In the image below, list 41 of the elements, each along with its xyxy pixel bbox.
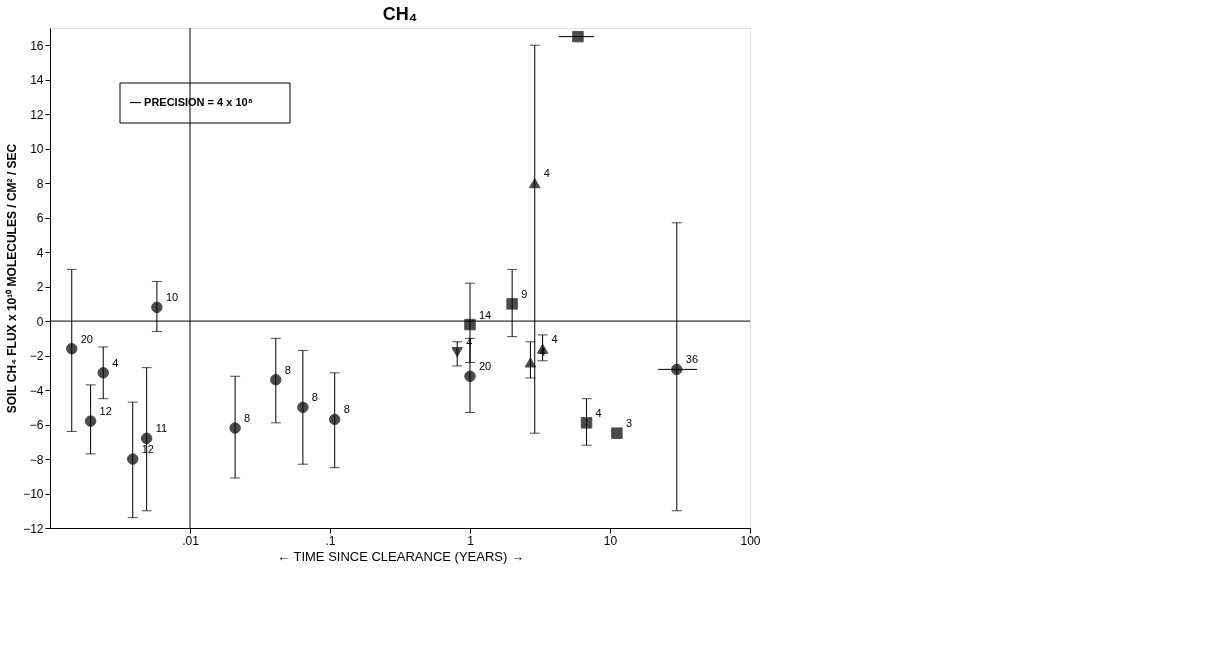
x-tick-label: 1: [467, 533, 475, 548]
x-axis-title: ← TIME SINCE CLEARANCE (YEARS) →: [277, 548, 524, 564]
annotation: 11: [155, 422, 168, 435]
x-tick-label: .1: [325, 533, 336, 548]
y-tick-label: 8: [36, 176, 44, 191]
y-tick-label: 4: [36, 245, 44, 260]
x-tick-label: .01: [182, 533, 200, 548]
annotation: 4: [595, 406, 602, 419]
y-tick-label: 10: [30, 142, 44, 157]
y-tick-label: 14: [30, 73, 44, 88]
annotation: 8: [343, 403, 350, 416]
y-tick-label: 16: [30, 38, 44, 53]
y-tick-label: −2: [29, 349, 44, 364]
y-tick-label: −12: [23, 521, 44, 536]
y-axis-title: SOIL CH₄ FLUX x 10¹⁰ MOLECULES / CM² / SEC: [5, 143, 20, 414]
annotation: 12: [99, 405, 112, 418]
annotation: 10: [165, 291, 179, 304]
x-tick-label: 100: [740, 533, 761, 548]
y-tick-label: −8: [29, 452, 44, 467]
annotation: 36: [685, 353, 699, 366]
y-tick-label: 0: [36, 314, 44, 329]
annotation: 8: [244, 412, 251, 424]
annotation: 4: [112, 356, 119, 369]
annotation: 9: [521, 287, 528, 300]
y-tick-label: 6: [36, 211, 44, 226]
annotation: 8: [311, 391, 318, 404]
y-tick-label: −6: [29, 418, 44, 433]
annotation: 8: [284, 363, 291, 376]
y-tick-label: −4: [29, 383, 44, 398]
y-tick-label: 2: [36, 280, 44, 295]
annotation: 20: [479, 360, 492, 373]
y-tick-label: 12: [30, 107, 44, 122]
x-tick-label: 10: [603, 533, 618, 548]
y-tick-label: −10: [23, 487, 44, 502]
annotation: 20: [80, 332, 93, 345]
annotation: 14: [479, 308, 492, 321]
annotation: 4: [551, 332, 558, 345]
annotation: 4: [543, 167, 550, 180]
annotation: — PRECISION = 4 x 10⁸: [130, 96, 253, 108]
chart-title: CH₄: [382, 3, 418, 24]
annotation: 3: [625, 417, 633, 430]
